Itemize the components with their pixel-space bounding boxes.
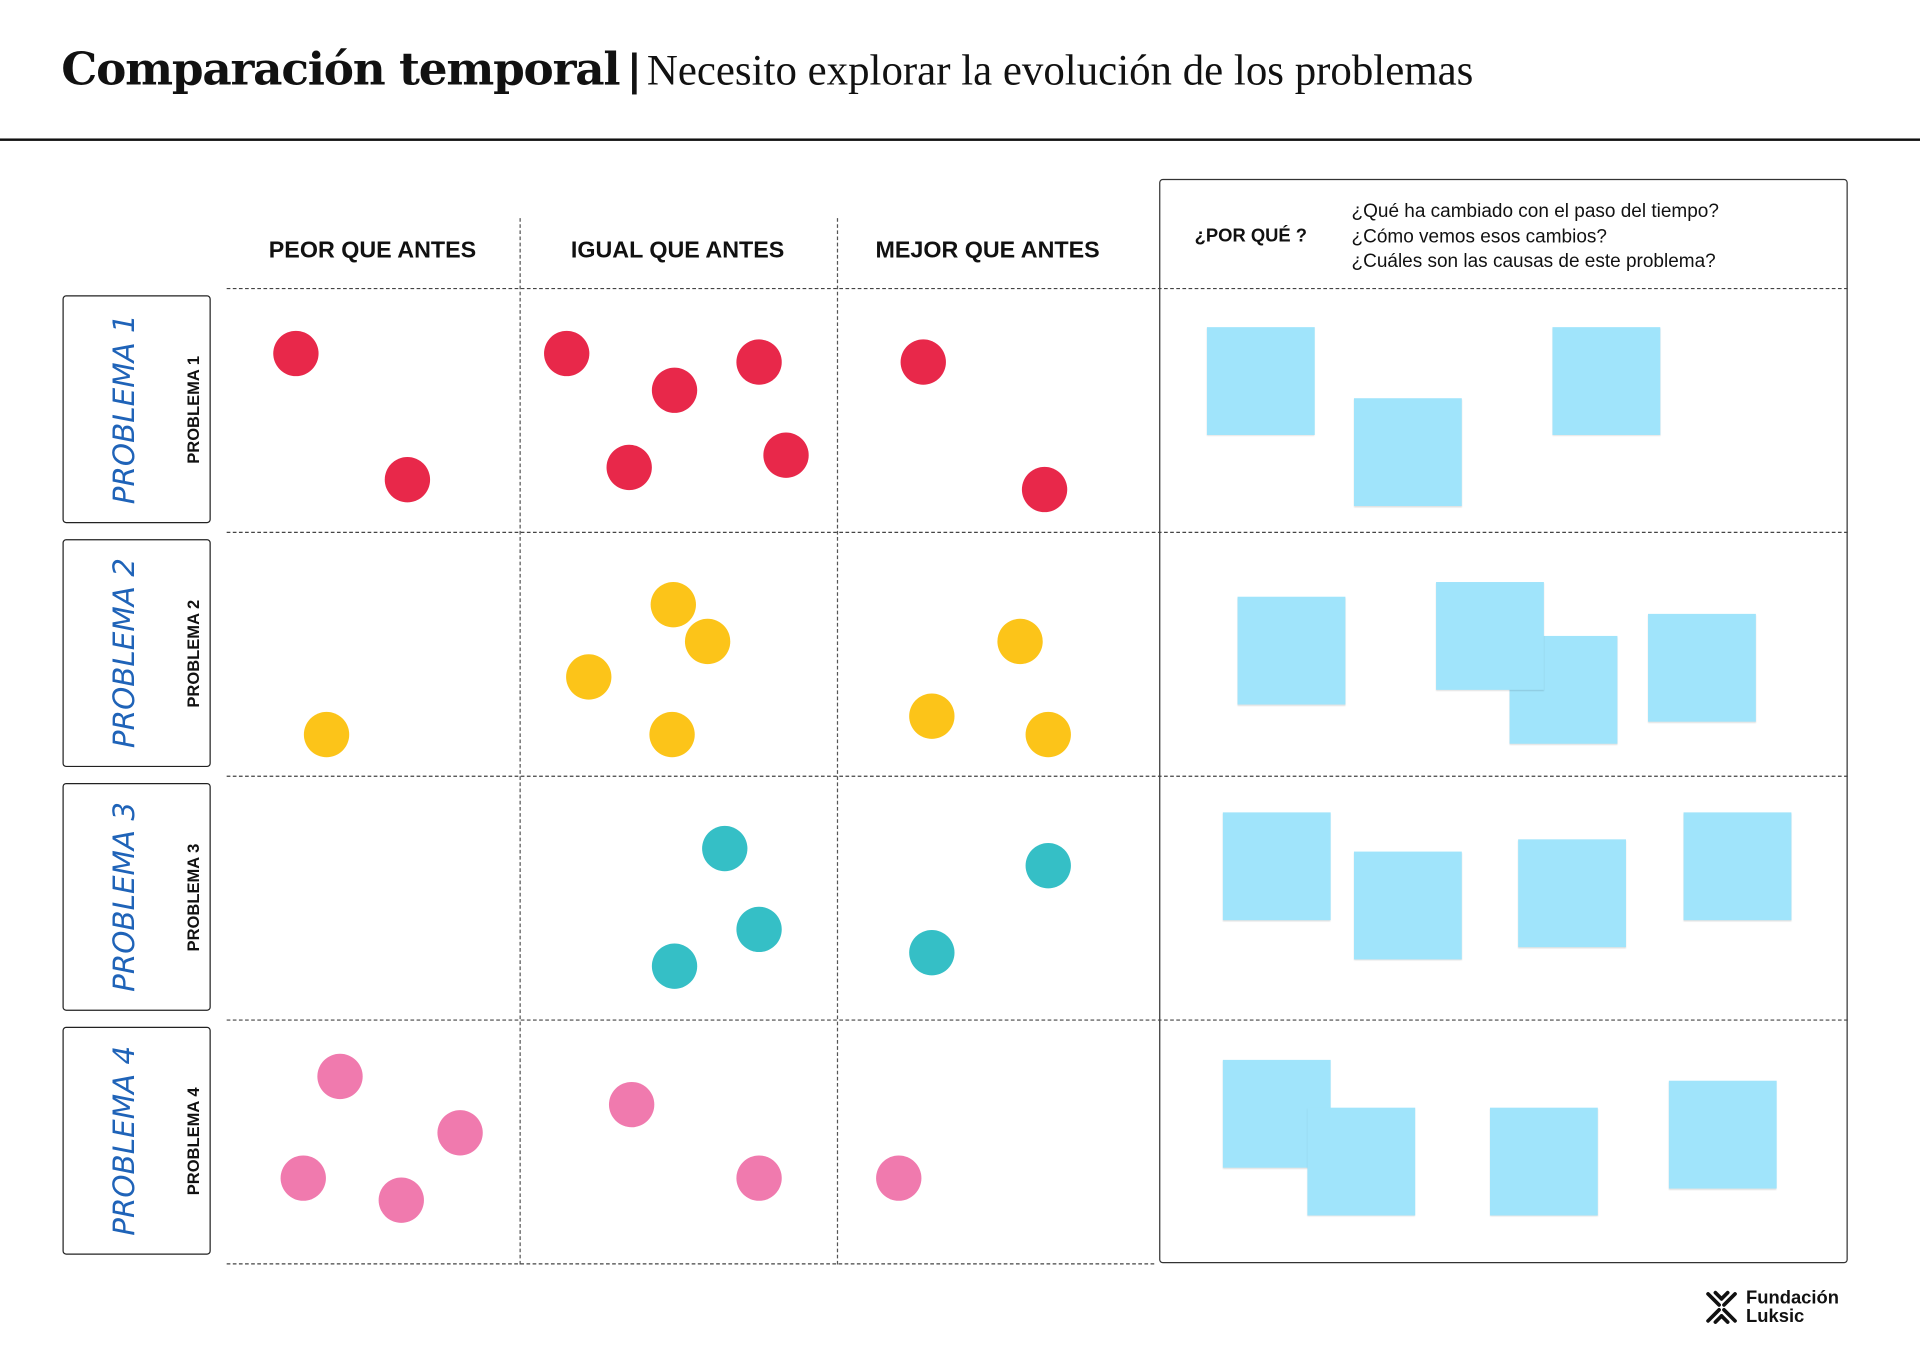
sticky-note[interactable] (1436, 582, 1544, 690)
row-divider (226, 775, 1848, 777)
sticky-note[interactable] (1307, 1107, 1416, 1216)
vote-dot[interactable] (316, 1053, 363, 1099)
vote-dot[interactable] (899, 338, 946, 385)
vote-dot[interactable] (1021, 466, 1067, 512)
vote-dot[interactable] (1024, 711, 1071, 757)
logo: Fundación Luksic (1704, 1289, 1839, 1326)
vote-dot[interactable] (272, 330, 318, 376)
why-question: ¿Cómo vemos esos cambios? (1351, 226, 1607, 247)
why-questions: ¿Qué ha cambiado con el paso del tiempo?… (1352, 200, 1719, 275)
page-title: Comparación temporal | Necesito explorar l… (61, 42, 1473, 96)
vote-dot[interactable] (303, 711, 349, 757)
problem-handwritten: PROBLEMA 1 (107, 314, 143, 505)
why-question: ¿Cuáles son las causas de este problema? (1351, 251, 1716, 273)
vote-dot[interactable] (384, 456, 430, 502)
why-question: ¿Qué ha cambiado con el paso del tiempo? (1351, 200, 1719, 222)
vote-dot[interactable] (908, 929, 954, 975)
problem-label-2[interactable]: PROBLEMA 2 PROBLEMA 2 (62, 539, 211, 768)
problem-handwritten: PROBLEMA 2 (107, 558, 143, 749)
row-divider (226, 287, 1848, 290)
sticky-note[interactable] (1518, 839, 1626, 948)
column-header-same: IGUAL QUE ANTES (570, 237, 785, 264)
vote-dot[interactable] (735, 338, 782, 385)
vote-dot[interactable] (908, 692, 954, 739)
vote-dot[interactable] (565, 653, 611, 700)
vote-dot[interactable] (651, 942, 697, 989)
vote-dot[interactable] (436, 1109, 483, 1155)
title-subtitle: Necesito explorar la evolución de los pr… (646, 46, 1474, 95)
problem-handwritten: PROBLEMA 4 (107, 1045, 143, 1236)
vote-dot[interactable] (735, 906, 782, 952)
vote-dot[interactable] (996, 618, 1043, 664)
problem-name: PROBLEMA 4 (184, 1086, 203, 1195)
vote-dot[interactable] (735, 1154, 782, 1201)
vote-dot[interactable] (875, 1154, 921, 1201)
vote-dot[interactable] (650, 581, 696, 627)
why-panel (1159, 178, 1848, 1264)
problem-label-1[interactable]: PROBLEMA 1 PROBLEMA 1 (62, 295, 211, 524)
sticky-note[interactable] (1353, 851, 1462, 960)
problem-name: PROBLEMA 1 (184, 355, 203, 464)
sticky-note[interactable] (1222, 812, 1331, 921)
logo-icon (1706, 1290, 1737, 1324)
vote-dot[interactable] (648, 711, 695, 757)
row-divider (226, 531, 1848, 534)
problem-name: PROBLEMA 3 (184, 842, 203, 951)
sticky-note[interactable] (1552, 327, 1661, 435)
vote-dot[interactable] (378, 1176, 424, 1223)
sticky-note[interactable] (1683, 812, 1792, 921)
vote-dot[interactable] (605, 444, 652, 490)
column-header-better: MEJOR QUE ANTES (875, 237, 1100, 264)
problem-handwritten: PROBLEMA 3 (107, 801, 143, 992)
vote-dot[interactable] (701, 825, 747, 871)
header-divider (0, 138, 1920, 141)
why-label: ¿POR QUÉ ? (1194, 225, 1307, 247)
row-divider (226, 1263, 1155, 1265)
sticky-note[interactable] (1353, 398, 1462, 507)
column-header-worse: PEOR QUE ANTES (268, 237, 477, 264)
sticky-note[interactable] (1489, 1107, 1598, 1216)
row-divider (226, 1019, 1848, 1021)
vote-dot[interactable] (762, 431, 809, 478)
column-divider (519, 218, 521, 1265)
problem-name: PROBLEMA 2 (184, 599, 203, 708)
sticky-note[interactable] (1648, 613, 1756, 722)
column-divider (836, 218, 839, 1265)
logo-line1: Fundación (1746, 1287, 1839, 1309)
logo-line2: Luksic (1746, 1306, 1805, 1327)
title-separator: | (626, 46, 642, 96)
vote-dot[interactable] (279, 1154, 326, 1201)
vote-dot[interactable] (608, 1081, 654, 1127)
title-main: Comparación temporal (61, 41, 620, 96)
problem-label-3[interactable]: PROBLEMA 3 PROBLEMA 3 (62, 782, 211, 1011)
vote-dot[interactable] (1024, 842, 1071, 888)
vote-dot[interactable] (684, 618, 730, 664)
vote-dot[interactable] (543, 330, 589, 376)
vote-dot[interactable] (651, 366, 697, 413)
sticky-note[interactable] (1668, 1080, 1777, 1189)
problem-label-4[interactable]: PROBLEMA 4 PROBLEMA 4 (62, 1026, 211, 1255)
sticky-note[interactable] (1237, 596, 1346, 705)
sticky-note[interactable] (1206, 327, 1315, 435)
